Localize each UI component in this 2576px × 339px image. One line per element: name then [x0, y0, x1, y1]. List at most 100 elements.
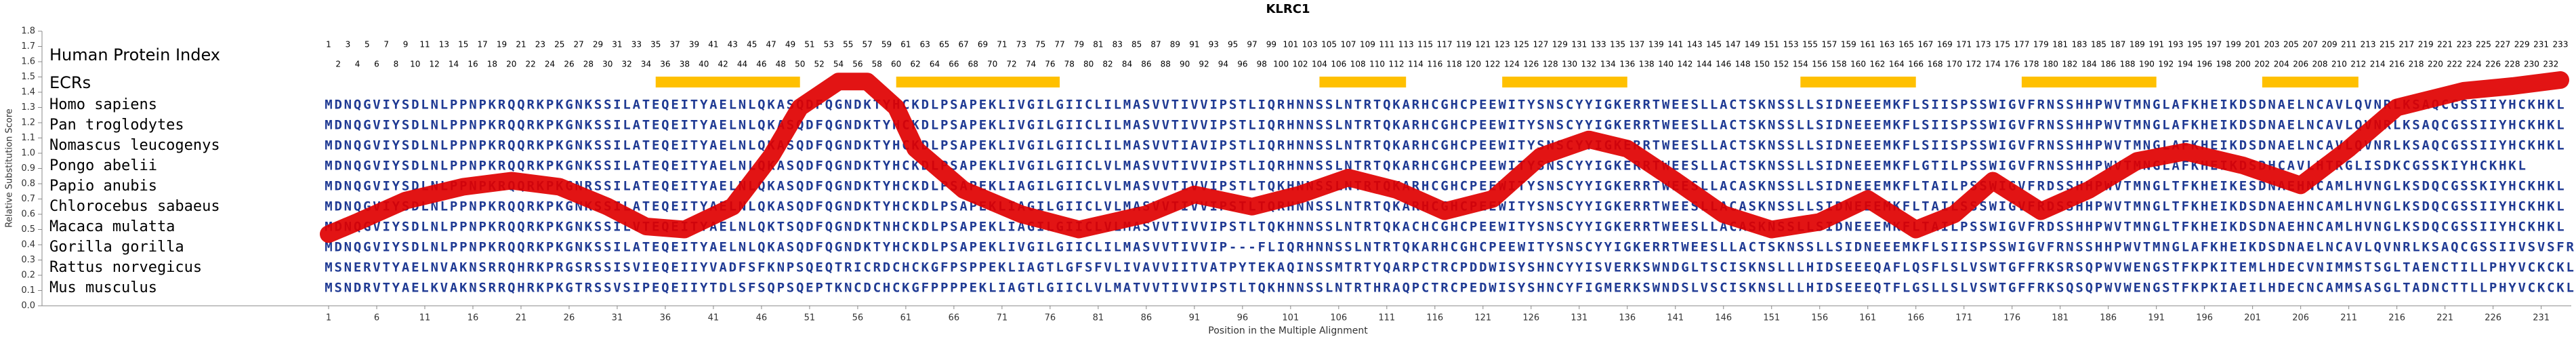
x-tick-label: 186 [2100, 313, 2117, 323]
x-tick-label: 31 [612, 313, 623, 323]
protein-index: 80 [1083, 60, 1094, 69]
protein-index: 142 [1678, 60, 1693, 69]
x-tick-label: 136 [1619, 313, 1636, 323]
protein-index: 139 [1648, 40, 1664, 49]
protein-index: 7 [383, 40, 389, 49]
protein-index: 210 [2331, 60, 2347, 69]
protein-index: 168 [1928, 60, 1943, 69]
protein-index: 31 [612, 40, 622, 49]
protein-index: 25 [554, 40, 564, 49]
protein-index: 156 [1812, 60, 1827, 69]
protein-index: 72 [1006, 60, 1016, 69]
protein-index: 170 [1947, 60, 1962, 69]
x-tick-label: 101 [1282, 313, 1299, 323]
protein-index: 223 [2457, 40, 2472, 49]
x-tick-label: 81 [1093, 313, 1104, 323]
protein-index: 133 [1591, 40, 1606, 49]
x-tick-label: 76 [1045, 313, 1056, 323]
protein-index: 159 [1841, 40, 1856, 49]
protein-index: 129 [1552, 40, 1568, 49]
protein-index: 97 [1247, 40, 1257, 49]
protein-index: 10 [410, 60, 420, 69]
protein-index: 93 [1209, 40, 1219, 49]
protein-index: 196 [2197, 60, 2212, 69]
protein-index: 163 [1879, 40, 1895, 49]
protein-index: 57 [862, 40, 872, 49]
protein-index: 102 [1293, 60, 1308, 69]
x-tick-label: 126 [1522, 313, 1539, 323]
x-tick-label: 196 [2196, 313, 2213, 323]
x-tick-label: 151 [1763, 313, 1780, 323]
protein-index: 89 [1170, 40, 1180, 49]
species-name: Gorilla gorilla [49, 239, 184, 256]
protein-index: 49 [785, 40, 795, 49]
protein-index: 203 [2264, 40, 2280, 49]
ecr-label: ECRs [49, 73, 91, 92]
protein-index: 192 [2158, 60, 2174, 69]
protein-index: 38 [680, 60, 690, 69]
protein-index: 185 [2091, 40, 2106, 49]
protein-index: 53 [824, 40, 834, 49]
protein-index: 65 [939, 40, 949, 49]
protein-index: 101 [1283, 40, 1298, 49]
protein-index: 77 [1054, 40, 1064, 49]
protein-index: 106 [1331, 60, 1346, 69]
protein-index: 70 [987, 60, 997, 69]
protein-index: 161 [1860, 40, 1875, 49]
y-tick-label: 1.8 [21, 26, 35, 37]
protein-index: 104 [1312, 60, 1327, 69]
protein-index: 209 [2322, 40, 2338, 49]
protein-index: 122 [1485, 60, 1501, 69]
protein-index: 143 [1687, 40, 1703, 49]
y-tick-label: 0.0 [21, 301, 35, 311]
x-tick-label: 216 [2388, 313, 2405, 323]
protein-index: 222 [2447, 60, 2462, 69]
x-axis-title: Position in the Multiple Alignment [1208, 325, 1368, 336]
protein-index: 76 [1045, 60, 1055, 69]
protein-index: 162 [1869, 60, 1885, 69]
protein-index: 199 [2226, 40, 2241, 49]
protein-index: 16 [468, 60, 478, 69]
x-tick-label: 161 [1859, 313, 1876, 323]
protein-index: 186 [2100, 60, 2116, 69]
protein-index: 176 [2004, 60, 2020, 69]
sequence: MDNQGVIYSDLNLPPNPKRQQRKPKGNKSSILATEQEITY… [325, 118, 2564, 133]
protein-index: 194 [2178, 60, 2193, 69]
protein-index: 6 [374, 60, 379, 69]
protein-index: 84 [1122, 60, 1132, 69]
protein-index: 67 [958, 40, 968, 49]
x-tick-label: 56 [852, 313, 864, 323]
protein-index: 204 [2274, 60, 2289, 69]
protein-index: 208 [2312, 60, 2328, 69]
protein-index: 68 [968, 60, 978, 69]
protein-index: 85 [1131, 40, 1142, 49]
y-tick-label: 1.6 [21, 57, 35, 67]
protein-index: 73 [1016, 40, 1026, 49]
protein-index: 63 [920, 40, 930, 49]
protein-index: 233 [2553, 40, 2569, 49]
protein-index: 147 [1725, 40, 1741, 49]
protein-index: 188 [2120, 60, 2136, 69]
protein-index: 144 [1697, 60, 1712, 69]
protein-index: 59 [881, 40, 892, 49]
protein-index: 124 [1504, 60, 1520, 69]
y-tick-label: 1.5 [21, 72, 35, 82]
species-name: Pongo abelii [49, 157, 157, 174]
species-name: Homo sapiens [49, 96, 157, 113]
protein-index: 167 [1917, 40, 1933, 49]
protein-index: 91 [1189, 40, 1199, 49]
protein-index: 34 [641, 60, 651, 69]
protein-index: 14 [449, 60, 459, 69]
x-tick-label: 26 [564, 313, 575, 323]
protein-index: 178 [2024, 60, 2039, 69]
species-name: Chlorocebus sabaeus [49, 198, 220, 215]
x-tick-label: 146 [1715, 313, 1732, 323]
protein-index: 173 [1976, 40, 1991, 49]
y-tick-label: 0.8 [21, 179, 35, 189]
x-tick-label: 201 [2244, 313, 2261, 323]
protein-index: 202 [2254, 60, 2270, 69]
protein-index: 52 [814, 60, 824, 69]
protein-index: 110 [1369, 60, 1385, 69]
protein-index: 120 [1466, 60, 1481, 69]
